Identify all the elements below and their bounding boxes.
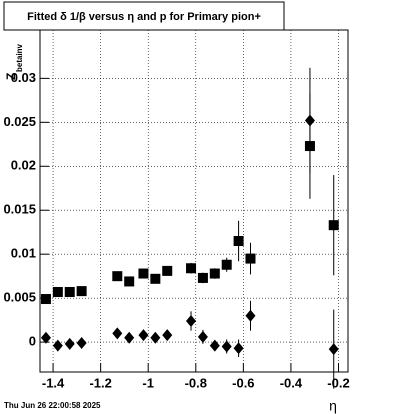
point — [162, 329, 173, 342]
point — [112, 271, 123, 282]
point — [40, 331, 51, 344]
point — [186, 263, 197, 274]
point — [138, 329, 149, 342]
point — [233, 342, 244, 355]
point — [52, 339, 63, 352]
point — [64, 286, 75, 297]
point — [328, 343, 339, 356]
point — [221, 340, 232, 353]
x-tick-label: -0.6 — [232, 375, 254, 390]
y-axis-label: Z — [4, 73, 18, 80]
y-tick-label: 0.015 — [3, 202, 36, 217]
chart-title: Fitted δ 1/β versus η and p for Primary … — [27, 11, 261, 23]
point — [245, 253, 256, 264]
y-tick-label: 0.005 — [3, 290, 36, 305]
y-tick-label: 0.025 — [3, 114, 36, 129]
x-axis-label: η — [329, 398, 337, 414]
y-tick-label: 0.03 — [11, 70, 36, 85]
point — [162, 265, 173, 276]
point — [76, 286, 87, 297]
y-axis-label-sub: betainv — [15, 43, 24, 72]
point — [209, 339, 220, 352]
title-box — [3, 1, 285, 31]
y-tick-label: 0.02 — [11, 158, 36, 173]
point — [76, 336, 87, 349]
point — [150, 331, 161, 344]
point — [328, 220, 339, 231]
point — [124, 331, 135, 344]
x-tick-label: -0.4 — [280, 375, 303, 390]
plot-frame — [39, 29, 349, 373]
x-tick-label: -0.2 — [327, 375, 349, 390]
x-tick-label: -1.2 — [89, 375, 111, 390]
point — [186, 315, 197, 328]
point — [209, 268, 220, 279]
point — [64, 337, 75, 350]
y-tick-label: 0 — [29, 334, 36, 349]
point — [112, 327, 123, 340]
y-tick-label: 0.01 — [11, 246, 36, 261]
x-tick-label: -0.8 — [185, 375, 207, 390]
footer: Thu Jun 26 22:00:58 2025 — [4, 401, 101, 410]
point — [138, 268, 149, 279]
point — [221, 259, 232, 270]
point — [150, 273, 161, 284]
x-tick-label: -1.4 — [42, 375, 65, 390]
x-tick-label: -1 — [142, 375, 154, 390]
point — [304, 114, 315, 127]
point — [233, 236, 244, 247]
point — [52, 286, 63, 297]
point — [245, 309, 256, 322]
point — [124, 276, 135, 287]
point — [40, 294, 51, 305]
point — [197, 330, 208, 343]
point — [197, 272, 208, 283]
